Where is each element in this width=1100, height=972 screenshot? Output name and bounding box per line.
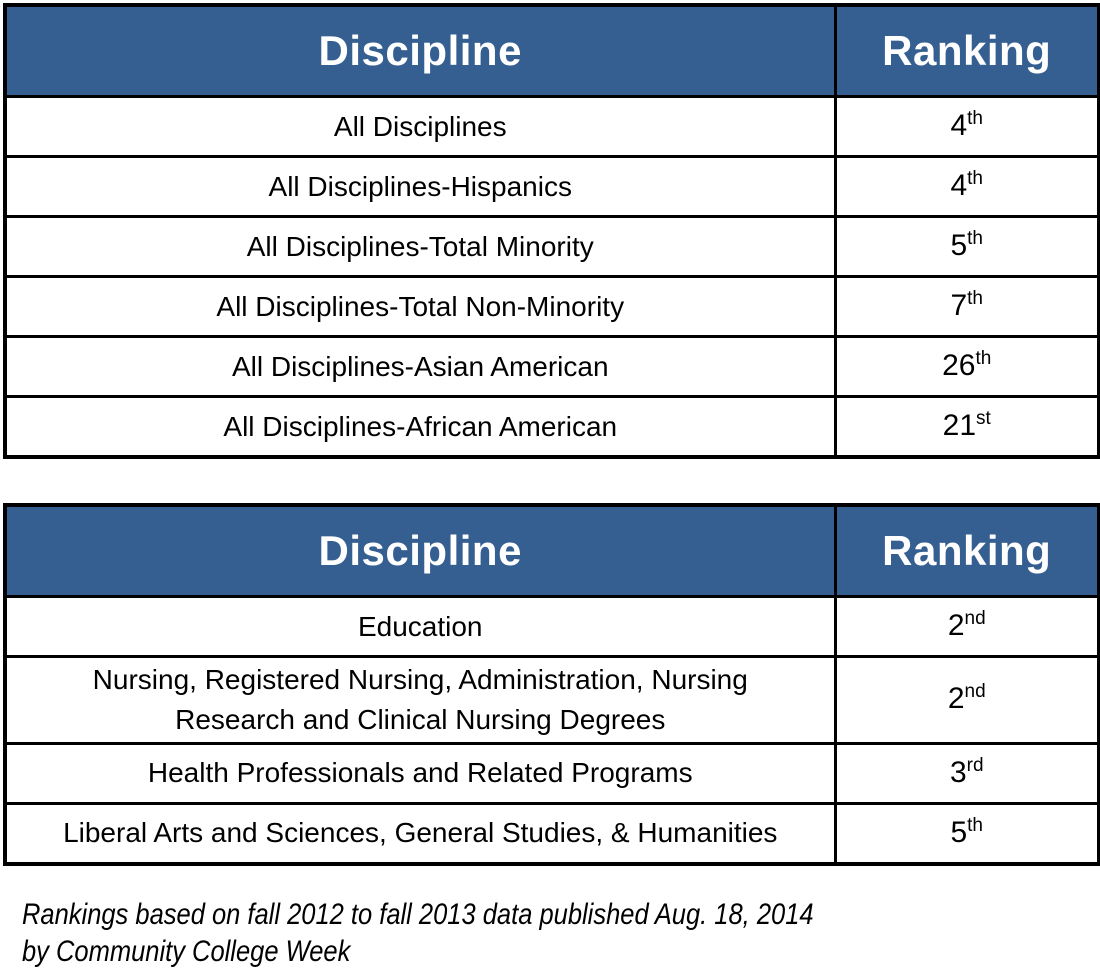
ranking-column-header: Ranking bbox=[833, 503, 1100, 598]
ordinal-suffix: rd bbox=[966, 754, 984, 776]
ranking-cell: 2nd bbox=[833, 595, 1100, 658]
ranking-cell: 2nd bbox=[833, 655, 1100, 745]
ordinal-suffix: nd bbox=[964, 681, 986, 703]
rank-value: 5 bbox=[950, 229, 968, 263]
rank-value: 7 bbox=[950, 289, 968, 323]
ordinal-suffix: nd bbox=[964, 608, 986, 630]
table-row: Nursing, Registered Nursing, Administrat… bbox=[3, 655, 1100, 745]
discipline-cell: Health Professionals and Related Program… bbox=[3, 741, 837, 805]
header-row: Discipline Ranking bbox=[3, 503, 1100, 598]
ordinal-suffix: th bbox=[967, 814, 984, 836]
discipline-cell: All Disciplines bbox=[3, 95, 837, 158]
table-row: All Disciplines-Asian American 26th bbox=[3, 335, 1100, 398]
ordinal-suffix: th bbox=[967, 288, 984, 310]
rank-value: 4 bbox=[950, 169, 968, 203]
discipline-cell: All Disciplines-Total Non-Minority bbox=[3, 275, 837, 338]
discipline-cell: All Disciplines-African American bbox=[3, 395, 837, 459]
ranking-cell: 21st bbox=[833, 395, 1100, 459]
footnote: Rankings based on fall 2012 to fall 2013… bbox=[22, 897, 814, 970]
ranking-cell: 26th bbox=[833, 335, 1100, 398]
ordinal-suffix: th bbox=[975, 348, 992, 370]
ranking-cell: 4th bbox=[833, 155, 1100, 218]
ranking-cell: 4th bbox=[833, 95, 1100, 158]
ranking-cell: 3rd bbox=[833, 741, 1100, 805]
rank-value: 2 bbox=[947, 682, 965, 716]
header-row: Discipline Ranking bbox=[3, 3, 1100, 98]
rank-value: 3 bbox=[949, 755, 967, 789]
ranking-cell: 5th bbox=[833, 801, 1100, 865]
discipline-cell: Liberal Arts and Sciences, General Studi… bbox=[3, 801, 837, 865]
table-row: All Disciplines-Total Minority 5th bbox=[3, 215, 1100, 278]
rank-value: 26 bbox=[942, 349, 976, 383]
ranking-cell: 7th bbox=[833, 275, 1100, 338]
rankings-table-specific-disciplines: Discipline Ranking Education 2nd Nursing… bbox=[3, 503, 1100, 866]
ordinal-suffix: th bbox=[967, 228, 984, 250]
rank-value: 2 bbox=[947, 609, 965, 643]
table-row: Education 2nd bbox=[3, 595, 1100, 658]
table-row: Health Professionals and Related Program… bbox=[3, 741, 1100, 805]
footnote-line1: Rankings based on fall 2012 to fall 2013… bbox=[22, 898, 814, 931]
table-row: All Disciplines-Total Non-Minority 7th bbox=[3, 275, 1100, 338]
discipline-cell: All Disciplines-Asian American bbox=[3, 335, 837, 398]
discipline-column-header: Discipline bbox=[3, 3, 837, 98]
rank-value: 5 bbox=[950, 815, 968, 849]
ordinal-suffix: th bbox=[967, 108, 984, 130]
discipline-cell: All Disciplines-Total Minority bbox=[3, 215, 837, 278]
table-row: All Disciplines-African American 21st bbox=[3, 395, 1100, 459]
rankings-table-all-disciplines: Discipline Ranking All Disciplines 4th A… bbox=[3, 3, 1100, 459]
table-row: All Disciplines-Hispanics 4th bbox=[3, 155, 1100, 218]
ranking-cell: 5th bbox=[833, 215, 1100, 278]
rank-value: 4 bbox=[950, 109, 968, 143]
discipline-column-header: Discipline bbox=[3, 503, 837, 598]
ordinal-suffix: th bbox=[967, 168, 984, 190]
footnote-line2: by Community College Week bbox=[22, 934, 351, 968]
ranking-column-header: Ranking bbox=[833, 3, 1100, 98]
table-row: Liberal Arts and Sciences, General Studi… bbox=[3, 801, 1100, 865]
discipline-cell: Nursing, Registered Nursing, Administrat… bbox=[3, 655, 837, 745]
ordinal-suffix: st bbox=[976, 408, 991, 430]
discipline-cell: Education bbox=[3, 595, 837, 658]
discipline-cell: All Disciplines-Hispanics bbox=[3, 155, 837, 218]
rank-value: 21 bbox=[942, 409, 977, 443]
table-row: All Disciplines 4th bbox=[3, 95, 1100, 158]
